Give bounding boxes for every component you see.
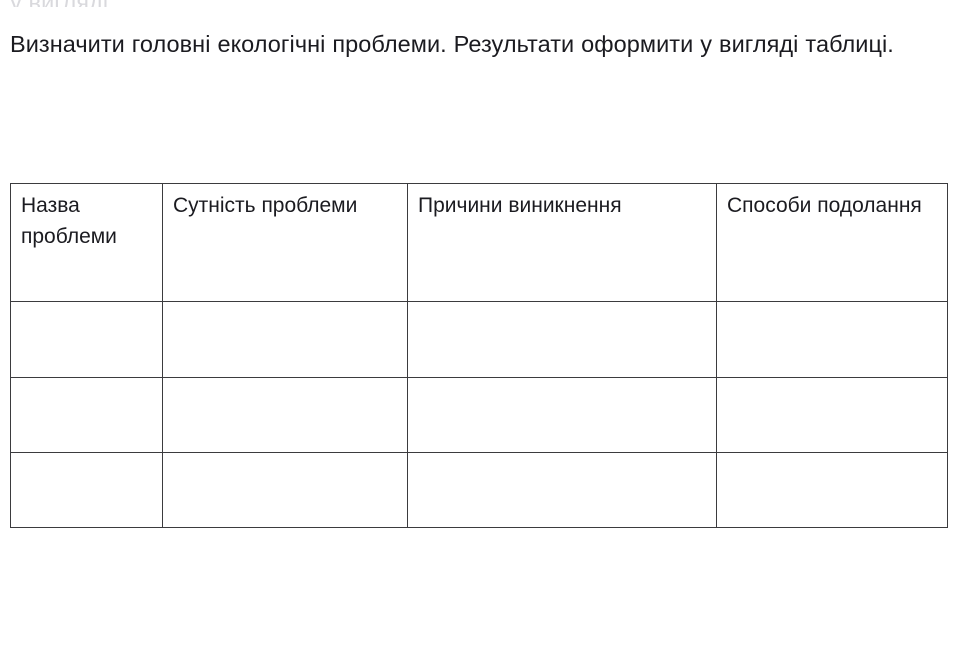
table-header-row: Назва проблеми Сутність проблеми Причини… — [10, 183, 948, 302]
table-cell-name[interactable] — [10, 377, 163, 453]
column-header-solutions-label: Способи подолання — [727, 194, 922, 217]
worksheet-table-container: Назва проблеми Сутність проблеми Причини… — [10, 183, 948, 528]
ecology-problems-table: Назва проблеми Сутність проблеми Причини… — [10, 183, 948, 528]
column-header-essence-label: Сутність проблеми — [173, 194, 358, 217]
table-cell-essence[interactable] — [162, 452, 408, 528]
column-header-name-label: Назва проблеми — [21, 194, 117, 248]
clipped-top-text-remnant: у вигляді — [10, 0, 330, 7]
table-cell-solutions[interactable] — [716, 301, 948, 378]
table-cell-essence[interactable] — [162, 301, 408, 378]
table-cell-essence[interactable] — [162, 377, 408, 453]
table-row — [10, 377, 948, 453]
table-cell-name[interactable] — [10, 301, 163, 378]
column-header-essence: Сутність проблеми — [162, 183, 408, 302]
column-header-causes-label: Причини виникнення — [418, 194, 622, 217]
table-cell-causes[interactable] — [407, 301, 717, 378]
table-row — [10, 452, 948, 528]
table-row — [10, 301, 948, 378]
table-cell-causes[interactable] — [407, 452, 717, 528]
column-header-solutions: Способи подолання — [716, 183, 948, 302]
task-instruction-paragraph: Визначити головні екологічні проблеми. Р… — [10, 30, 894, 57]
table-cell-solutions[interactable] — [716, 452, 948, 528]
table-cell-name[interactable] — [10, 452, 163, 528]
table-cell-causes[interactable] — [407, 377, 717, 453]
column-header-name: Назва проблеми — [10, 183, 163, 302]
table-cell-solutions[interactable] — [716, 377, 948, 453]
column-header-causes: Причини виникнення — [407, 183, 717, 302]
